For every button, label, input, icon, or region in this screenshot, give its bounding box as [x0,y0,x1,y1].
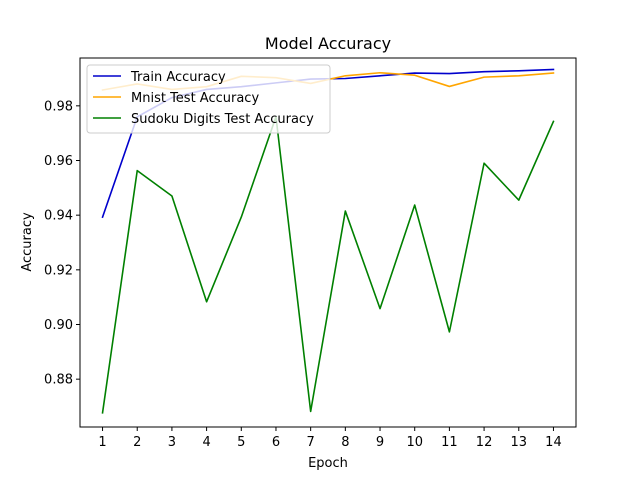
legend-item-train-accuracy: Train Accuracy [93,70,226,85]
y-tick-label: 0.94 [44,209,73,224]
x-tick-label: 7 [307,435,315,450]
chart-title: Model Accuracy [265,34,391,53]
y-axis-label: Accuracy [20,212,35,272]
x-tick-label: 4 [202,435,210,450]
x-tick-label: 5 [237,435,245,450]
plot-border [79,57,577,428]
legend-label: Mnist Test Accuracy [131,91,259,106]
y-tick-label: 0.90 [44,318,73,333]
legend-item-mnist-test-accuracy: Mnist Test Accuracy [93,91,259,106]
y-tick-label: 0.88 [44,373,73,388]
legend: Train Accuracy Mnist Test Accuracy Sudoku … [86,64,331,134]
x-axis-label: Epoch [308,456,348,471]
y-axis: 0.88 0.90 0.92 0.94 0.96 0.98 [44,99,80,388]
legend-box [86,64,331,134]
x-tick-label: 6 [272,435,280,450]
legend-item-sudoku-digits-test-accuracy: Sudoku Digits Test Accuracy [93,112,314,127]
y-tick-label: 0.96 [44,154,73,169]
x-tick-label: 2 [133,435,141,450]
x-tick-label: 8 [341,435,349,450]
sudoku-digits-test-accuracy-line [101,115,555,414]
y-tick-label: 0.92 [44,263,73,278]
y-tick-label: 0.98 [44,99,73,114]
x-tick-label: 12 [476,435,493,450]
x-tick-label: 3 [168,435,176,450]
x-tick-label: 11 [441,435,458,450]
x-tick-label: 13 [510,435,527,450]
x-axis: 1 2 3 4 5 6 7 8 9 10 11 12 13 14 [98,427,562,450]
x-tick-label: 10 [406,435,423,450]
x-tick-label: 14 [545,435,562,450]
legend-label: Train Accuracy [130,70,226,85]
legend-label: Sudoku Digits Test Accuracy [131,112,314,127]
x-tick-label: 9 [376,435,384,450]
x-tick-label: 1 [98,435,106,450]
